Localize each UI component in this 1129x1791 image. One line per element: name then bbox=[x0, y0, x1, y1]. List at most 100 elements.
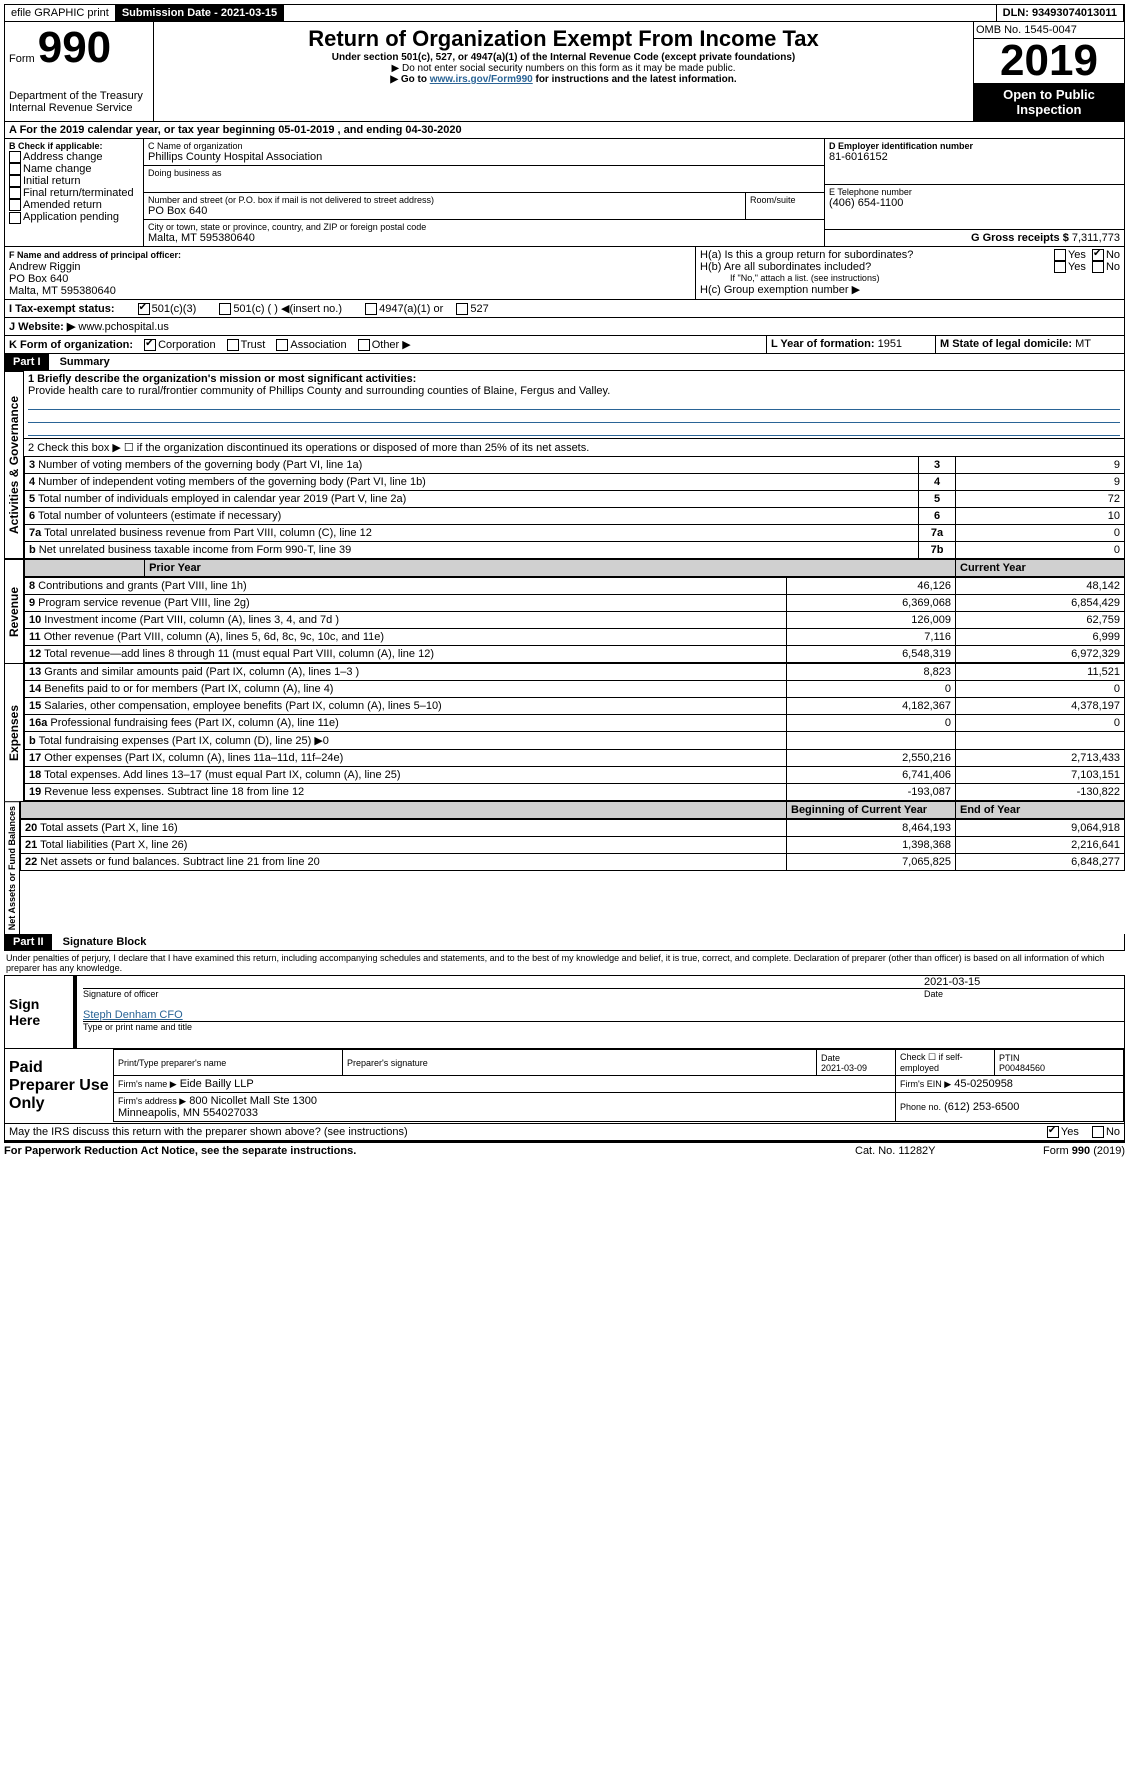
check-address-change[interactable]: Address change bbox=[9, 151, 139, 163]
section-expenses: Expenses bbox=[4, 663, 24, 801]
tax-year: 2019 bbox=[974, 39, 1124, 83]
type-name-label: Type or print name and title bbox=[83, 1021, 1124, 1032]
sign-here-label: Sign Here bbox=[5, 976, 73, 1048]
part2-title: Signature Block bbox=[55, 936, 147, 948]
cat-no: Cat. No. 11282Y bbox=[855, 1145, 1005, 1157]
sig-officer-label: Signature of officer bbox=[83, 989, 924, 999]
hb-label: H(b) Are all subordinates included? bbox=[700, 261, 1054, 273]
city-label: City or town, state or province, country… bbox=[148, 222, 820, 232]
officer-name: Andrew Riggin bbox=[9, 261, 81, 273]
form-header: Form 990 Department of the Treasury Inte… bbox=[4, 22, 1125, 122]
website-value: www.pchospital.us bbox=[78, 321, 169, 333]
efile-label: efile GRAPHIC print bbox=[5, 5, 116, 21]
firm-phone: (612) 253-6500 bbox=[944, 1101, 1019, 1113]
dept-label: Department of the Treasury Internal Reve… bbox=[9, 90, 149, 114]
check-application-pending[interactable]: Application pending bbox=[9, 211, 139, 223]
opt-trust[interactable]: Trust bbox=[227, 339, 266, 351]
opt-other[interactable]: Other ▶ bbox=[358, 339, 411, 351]
revenue-rows: 8 Contributions and grants (Part VIII, l… bbox=[24, 577, 1125, 663]
gross-receipts-value: 7,311,773 bbox=[1072, 232, 1120, 244]
ha-no[interactable]: No bbox=[1092, 249, 1120, 261]
part2-header: Part II bbox=[5, 934, 52, 950]
subtitle-3: ▶ Go to www.irs.gov/Form990 for instruct… bbox=[158, 74, 969, 85]
line1-label: 1 Briefly describe the organization's mi… bbox=[28, 373, 416, 385]
check-amended-return[interactable]: Amended return bbox=[9, 199, 139, 211]
form-org-label: K Form of organization: bbox=[9, 339, 133, 351]
officer-label: F Name and address of principal officer: bbox=[9, 250, 181, 260]
opt-assoc[interactable]: Association bbox=[276, 339, 346, 351]
domicile-value: MT bbox=[1075, 338, 1091, 350]
website-label: J Website: ▶ bbox=[9, 321, 75, 333]
firm-name: Eide Bailly LLP bbox=[180, 1078, 254, 1090]
opt-4947[interactable]: 4947(a)(1) or bbox=[365, 303, 443, 315]
open-public-badge: Open to Public Inspection bbox=[974, 83, 1124, 121]
perjury-statement: Under penalties of perjury, I declare th… bbox=[4, 951, 1125, 975]
net-table: 20 Total assets (Part X, line 16)8,464,1… bbox=[20, 819, 1125, 871]
form-footer: Form 990 (2019) bbox=[1005, 1145, 1125, 1157]
city-value: Malta, MT 595380640 bbox=[148, 232, 820, 244]
governance-table: 3 Number of voting members of the govern… bbox=[24, 456, 1125, 559]
form-number: 990 bbox=[38, 23, 111, 72]
tax-status-label: I Tax-exempt status: bbox=[9, 303, 115, 315]
opt-corp[interactable]: Corporation bbox=[144, 339, 215, 351]
prep-name-label: Print/Type preparer's name bbox=[114, 1050, 343, 1076]
phone-value: (406) 654-1100 bbox=[829, 197, 1120, 209]
street-value: PO Box 640 bbox=[148, 205, 741, 217]
street-label: Number and street (or P.O. box if mail i… bbox=[148, 195, 741, 205]
check-initial-return[interactable]: Initial return bbox=[9, 175, 139, 187]
line2: 2 Check this box ▶ ☐ if the organization… bbox=[24, 439, 1125, 456]
sig-date: 2021-03-15 bbox=[924, 976, 1124, 988]
phone-label: E Telephone number bbox=[829, 187, 1120, 197]
net-header: Beginning of Current YearEnd of Year bbox=[20, 801, 1125, 819]
org-name-label: C Name of organization bbox=[148, 141, 820, 151]
period-line: A For the 2019 calendar year, or tax yea… bbox=[4, 122, 1125, 139]
ein-value: 81-6016152 bbox=[829, 151, 1120, 163]
domicile-label: M State of legal domicile: bbox=[940, 338, 1072, 350]
opt-527[interactable]: 527 bbox=[456, 303, 488, 315]
box-b-title: B Check if applicable: bbox=[9, 141, 139, 151]
subtitle-1: Under section 501(c), 527, or 4947(a)(1)… bbox=[158, 52, 969, 63]
section-net-assets: Net Assets or Fund Balances bbox=[4, 801, 20, 934]
line1-text: Provide health care to rural/frontier co… bbox=[28, 385, 610, 397]
date-label: Date bbox=[924, 989, 1124, 999]
firm-ein: 45-0250958 bbox=[954, 1078, 1013, 1090]
officer-addr1: PO Box 640 bbox=[9, 273, 68, 285]
dln: DLN: 93493074013011 bbox=[997, 5, 1124, 21]
year-formation-label: L Year of formation: bbox=[771, 338, 875, 350]
paid-preparer-label: Paid Preparer Use Only bbox=[5, 1049, 113, 1123]
irs-link[interactable]: www.irs.gov/Form990 bbox=[430, 74, 533, 85]
section-governance: Activities & Governance bbox=[4, 371, 24, 559]
ptin-value: P00484560 bbox=[999, 1063, 1045, 1073]
room-label: Room/suite bbox=[750, 195, 820, 205]
hb-no[interactable]: No bbox=[1092, 261, 1120, 273]
discuss-no[interactable]: No bbox=[1092, 1126, 1120, 1138]
part1-title: Summary bbox=[52, 356, 110, 368]
check-final-return[interactable]: Final return/terminated bbox=[9, 187, 139, 199]
check-name-change[interactable]: Name change bbox=[9, 163, 139, 175]
officer-typed-name[interactable]: Steph Denham CFO bbox=[83, 1009, 183, 1021]
submission-date: Submission Date - 2021-03-15 bbox=[116, 5, 284, 21]
discuss-label: May the IRS discuss this return with the… bbox=[9, 1126, 408, 1138]
ha-yes[interactable]: Yes bbox=[1054, 249, 1086, 261]
section-revenue: Revenue bbox=[4, 559, 24, 663]
prep-sig-label: Preparer's signature bbox=[343, 1050, 817, 1076]
expenses-table: 13 Grants and similar amounts paid (Part… bbox=[24, 663, 1125, 801]
gross-receipts-label: G Gross receipts $ bbox=[971, 232, 1069, 244]
form-label: Form bbox=[9, 53, 35, 65]
ha-label: H(a) Is this a group return for subordin… bbox=[700, 249, 1054, 261]
officer-addr2: Malta, MT 595380640 bbox=[9, 285, 116, 297]
subtitle-2: ▶ Do not enter social security numbers o… bbox=[158, 63, 969, 74]
discuss-yes[interactable]: Yes bbox=[1047, 1126, 1079, 1138]
part1-header: Part I bbox=[5, 354, 49, 370]
revenue-table: Prior YearCurrent Year bbox=[24, 559, 1125, 577]
year-formation-value: 1951 bbox=[878, 338, 902, 350]
self-employed-check[interactable]: Check ☐ if self-employed bbox=[896, 1050, 995, 1076]
form-title: Return of Organization Exempt From Incom… bbox=[158, 26, 969, 52]
spacer bbox=[284, 5, 997, 21]
opt-501c[interactable]: 501(c) ( ) ◀(insert no.) bbox=[219, 303, 342, 315]
hb-note: If "No," attach a list. (see instruction… bbox=[700, 273, 1120, 283]
dba-label: Doing business as bbox=[148, 168, 820, 178]
hb-yes[interactable]: Yes bbox=[1054, 261, 1086, 273]
opt-501c3[interactable]: 501(c)(3) bbox=[138, 303, 197, 315]
ein-label: D Employer identification number bbox=[829, 141, 1120, 151]
